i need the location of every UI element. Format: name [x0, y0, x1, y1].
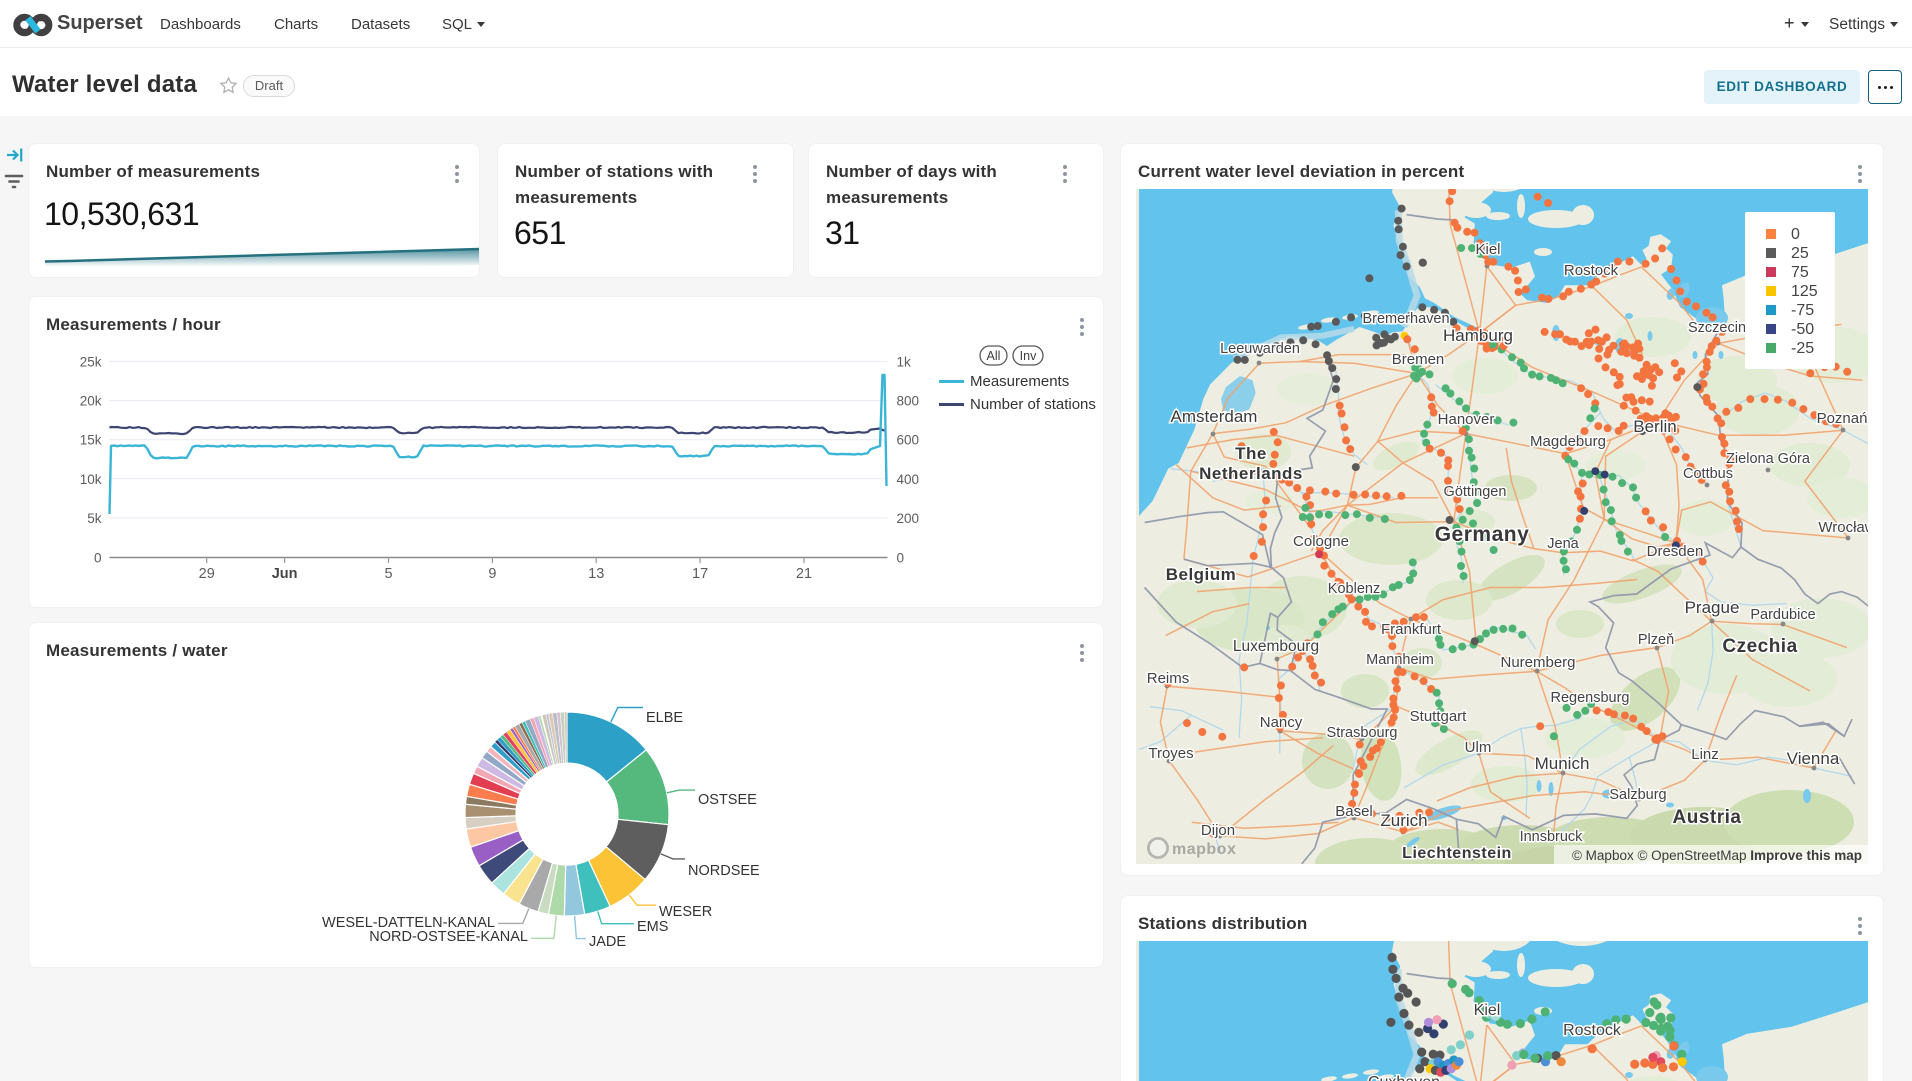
svg-text:10k: 10k [80, 472, 102, 487]
svg-text:All: All [987, 349, 1001, 363]
svg-text:20k: 20k [80, 394, 102, 409]
svg-text:Frankfurt: Frankfurt [1381, 621, 1442, 638]
svg-text:Troyes: Troyes [1148, 745, 1193, 762]
svg-text:Cuxhaven: Cuxhaven [1368, 1074, 1440, 1081]
svg-text:Dijon: Dijon [1201, 822, 1235, 839]
svg-text:Zielona Góra: Zielona Góra [1726, 451, 1811, 467]
svg-text:-25: -25 [1791, 340, 1814, 357]
svg-text:Leeuwarden: Leeuwarden [1220, 341, 1300, 357]
svg-text:Amsterdam: Amsterdam [1171, 407, 1258, 426]
svg-text:15k: 15k [80, 433, 102, 448]
svg-text:Salzburg: Salzburg [1609, 787, 1666, 803]
svg-text:29: 29 [199, 566, 215, 582]
svg-text:Rostock: Rostock [1564, 262, 1619, 279]
svg-text:Hamburg: Hamburg [1443, 326, 1513, 345]
svg-text:5: 5 [384, 566, 392, 582]
svg-text:Innsbruck: Innsbruck [1520, 829, 1584, 845]
svg-text:Strasbourg: Strasbourg [1327, 725, 1398, 741]
svg-text:Liechtenstein: Liechtenstein [1402, 845, 1512, 862]
svg-text:Cottbus: Cottbus [1683, 466, 1733, 482]
svg-text:Cologne: Cologne [1293, 533, 1349, 550]
svg-text:Kiel: Kiel [1474, 1002, 1501, 1019]
svg-text:Germany: Germany [1435, 523, 1530, 546]
svg-text:The: The [1235, 444, 1267, 463]
svg-text:Stuttgart: Stuttgart [1410, 708, 1468, 725]
svg-text:25: 25 [1791, 245, 1809, 262]
svg-text:Netherlands: Netherlands [1199, 464, 1303, 483]
svg-text:Zurich: Zurich [1380, 811, 1427, 830]
svg-text:Czechia: Czechia [1722, 636, 1797, 657]
svg-text:Nuremberg: Nuremberg [1500, 654, 1575, 671]
svg-text:0: 0 [1791, 226, 1800, 243]
svg-text:Austria: Austria [1673, 807, 1742, 828]
svg-text:13: 13 [588, 566, 604, 582]
svg-text:NORD-OSTSEE-KANAL: NORD-OSTSEE-KANAL [369, 929, 528, 945]
svg-text:Bremen: Bremen [1392, 351, 1445, 368]
svg-text:0: 0 [897, 551, 905, 566]
svg-text:0: 0 [94, 551, 102, 566]
svg-text:Inv: Inv [1020, 349, 1037, 363]
svg-text:-50: -50 [1791, 321, 1814, 338]
svg-text:EMS: EMS [637, 919, 668, 935]
svg-text:mapbox: mapbox [1172, 841, 1236, 858]
svg-text:Vienna: Vienna [1787, 749, 1840, 768]
svg-text:Magdeburg: Magdeburg [1530, 433, 1606, 450]
svg-text:Mannheim: Mannheim [1366, 652, 1434, 668]
svg-text:Luxembourg: Luxembourg [1233, 638, 1319, 655]
svg-text:Hanover: Hanover [1438, 411, 1495, 428]
svg-text:Göttingen: Göttingen [1444, 484, 1507, 500]
svg-text:Prague: Prague [1685, 598, 1740, 617]
svg-text:Regensburg: Regensburg [1551, 690, 1630, 706]
svg-text:5k: 5k [87, 511, 102, 526]
svg-text:Jena: Jena [1547, 536, 1579, 552]
svg-text:Ulm: Ulm [1465, 739, 1492, 756]
svg-text:75: 75 [1791, 264, 1809, 281]
svg-text:Belgium: Belgium [1166, 565, 1237, 584]
svg-text:1k: 1k [897, 355, 912, 370]
svg-text:Jun: Jun [272, 566, 298, 582]
svg-text:25k: 25k [80, 355, 102, 370]
svg-text:ELBE: ELBE [646, 710, 683, 726]
svg-text:600: 600 [897, 433, 920, 448]
svg-text:Basel: Basel [1335, 803, 1373, 820]
svg-text:Berlin: Berlin [1633, 417, 1676, 436]
svg-text:Measurements: Measurements [970, 373, 1069, 390]
svg-text:OSTSEE: OSTSEE [698, 792, 757, 808]
svg-text:21: 21 [796, 566, 812, 582]
svg-text:Szczecin: Szczecin [1688, 320, 1746, 336]
svg-text:Poznań: Poznań [1817, 410, 1868, 427]
svg-text:125: 125 [1791, 283, 1818, 300]
svg-text:Plzeň: Plzeň [1638, 632, 1674, 648]
svg-text:Munich: Munich [1535, 754, 1590, 773]
svg-text:Wrocław: Wrocław [1818, 519, 1868, 536]
svg-text:Linz: Linz [1691, 746, 1719, 763]
svg-text:800: 800 [897, 394, 920, 409]
svg-text:200: 200 [897, 511, 920, 526]
svg-text:Number of stations: Number of stations [970, 396, 1096, 413]
svg-text:WESER: WESER [659, 904, 712, 920]
svg-text:Pardubice: Pardubice [1750, 607, 1815, 623]
svg-text:17: 17 [692, 566, 708, 582]
svg-text:Rostock: Rostock [1563, 1022, 1622, 1039]
svg-text:Bremerhaven: Bremerhaven [1362, 311, 1449, 327]
svg-text:Nancy: Nancy [1260, 714, 1303, 731]
svg-text:JADE: JADE [589, 934, 626, 950]
svg-text:WESEL-DATTELN-KANAL: WESEL-DATTELN-KANAL [322, 915, 495, 931]
svg-text:© Mapbox © OpenStreetMap Impro: © Mapbox © OpenStreetMap Improve this ma… [1572, 848, 1862, 863]
svg-text:NORDSEE: NORDSEE [688, 863, 760, 879]
svg-text:9: 9 [488, 566, 496, 582]
svg-text:-75: -75 [1791, 302, 1814, 319]
svg-text:400: 400 [897, 472, 920, 487]
svg-text:Dresden: Dresden [1647, 543, 1704, 560]
svg-text:Kiel: Kiel [1475, 241, 1500, 258]
svg-text:Reims: Reims [1147, 670, 1190, 687]
svg-text:Koblenz: Koblenz [1328, 581, 1380, 597]
